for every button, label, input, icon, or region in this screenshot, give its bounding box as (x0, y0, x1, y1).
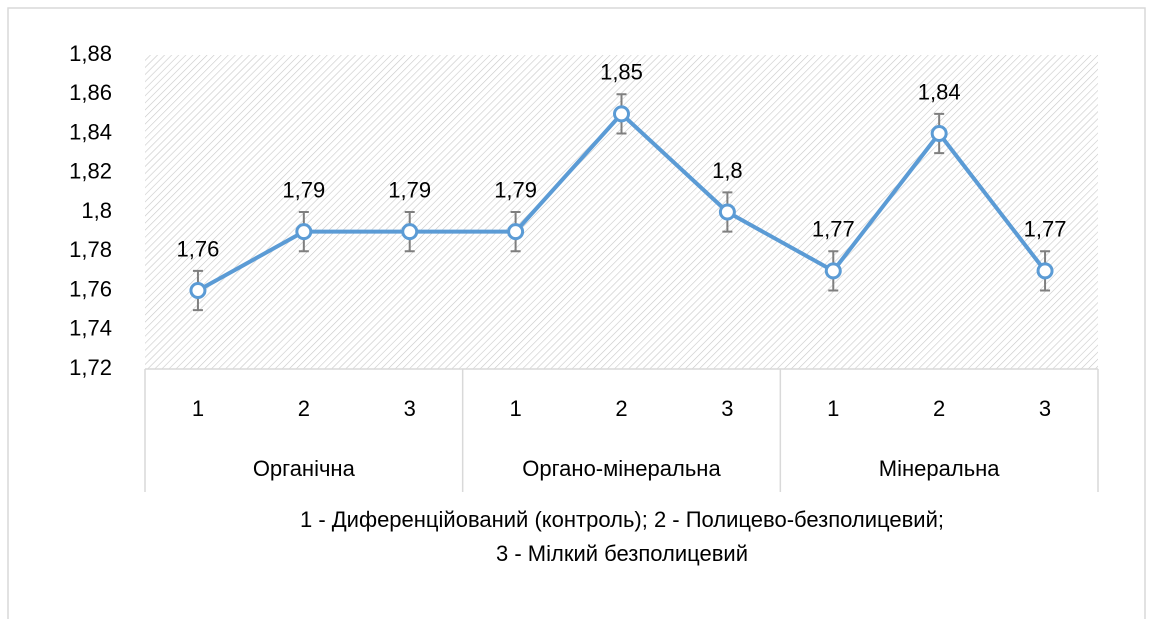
marker (1036, 262, 1054, 280)
marker (930, 125, 948, 142)
x-tick-label: 1 (192, 396, 204, 421)
y-tick-label: 1,86 (69, 80, 112, 105)
data-label: 1,84 (918, 79, 961, 104)
data-label: 1,79 (282, 177, 325, 202)
x-tick-label: 2 (933, 396, 945, 421)
data-label: 1,77 (1024, 217, 1067, 242)
y-tick-label: 1,72 (69, 355, 112, 380)
group-label: Органо-мінеральна (522, 456, 721, 481)
marker (507, 223, 525, 241)
y-tick-label: 1,78 (69, 237, 112, 262)
chart-frame (7, 7, 1146, 619)
marker (613, 105, 630, 123)
x-tick-label: 2 (298, 396, 310, 421)
x-axis-label: 1 - Диференційований (контроль); 2 - Пол… (300, 507, 944, 532)
marker (189, 282, 207, 299)
marker (295, 223, 313, 241)
y-tick-label: 1,74 (69, 316, 112, 341)
marker (824, 262, 842, 280)
data-label: 1,85 (600, 60, 643, 85)
x-tick-label: 1 (827, 396, 839, 421)
data-label: 1,8 (712, 158, 743, 183)
data-label: 1,79 (494, 177, 537, 202)
group-label: Органічна (253, 456, 356, 481)
y-tick-label: 1,8 (81, 198, 112, 223)
x-axis-label: 3 - Мілкий безполицевий (496, 541, 748, 566)
data-label: 1,77 (812, 217, 855, 242)
y-tick-label: 1,76 (69, 276, 112, 301)
data-label: 1,76 (177, 236, 220, 261)
x-tick-label: 1 (509, 396, 521, 421)
y-tick-label: 1,82 (69, 159, 112, 184)
x-tick-label: 3 (721, 396, 733, 421)
marker (718, 203, 736, 221)
marker (401, 223, 419, 241)
group-label: Мінеральна (879, 456, 1001, 481)
data-label: 1,79 (388, 177, 431, 202)
y-tick-label: 1,88 (69, 41, 112, 66)
x-tick-label: 2 (615, 396, 627, 421)
y-tick-label: 1,84 (69, 119, 112, 144)
x-tick-label: 3 (404, 396, 416, 421)
x-tick-label: 3 (1039, 396, 1051, 421)
